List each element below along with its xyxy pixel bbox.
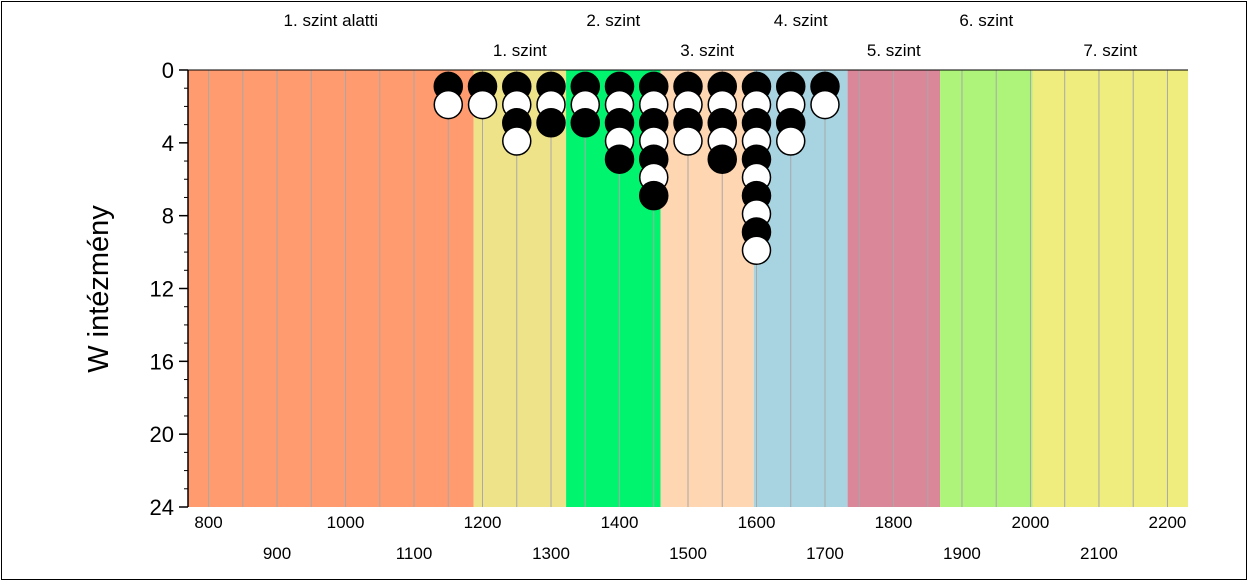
band-7 <box>940 70 1033 507</box>
y-tick-label: 4 <box>162 131 174 156</box>
x-tick-label: 2200 <box>1149 513 1187 532</box>
y-tick-label: 12 <box>150 277 174 302</box>
data-point <box>810 89 840 120</box>
data-point <box>741 235 772 266</box>
x-tick-label: 1600 <box>738 513 776 532</box>
band-label-layer: 1. szint alatti 1. szint 2. szint 3. szint 4… <box>284 11 1138 60</box>
x-tick-label: 2100 <box>1080 544 1118 563</box>
data-point <box>639 180 669 211</box>
points-layer <box>433 71 840 266</box>
grid-layer <box>208 70 1168 507</box>
y-tick-label: 20 <box>150 422 174 447</box>
data-point <box>707 144 737 174</box>
x-tick-label: 1400 <box>601 513 639 532</box>
y-tick-label: 0 <box>162 58 174 83</box>
band-1 <box>188 70 474 507</box>
data-point <box>673 126 703 156</box>
band-label-4: 3. szint <box>680 41 734 60</box>
x-tick-label: 1000 <box>327 513 365 532</box>
band-label-8: 7. szint <box>1083 41 1137 60</box>
data-point <box>467 89 498 120</box>
x-tick-label: 1100 <box>396 544 433 563</box>
band-label-2: 1. szint <box>493 41 547 60</box>
y-tick-label: 8 <box>162 204 174 229</box>
data-point <box>536 108 566 138</box>
data-point <box>570 108 601 138</box>
band-label-3: 2. szint <box>586 11 640 30</box>
x-tick-label: 800 <box>194 513 222 532</box>
x-tick-label: 1200 <box>464 513 502 532</box>
x-tick-label: 1300 <box>532 544 570 563</box>
x-tick-label: 900 <box>263 544 291 563</box>
data-point <box>604 144 635 174</box>
data-point <box>433 89 464 120</box>
x-tick-label: 1700 <box>806 544 844 563</box>
band-label-7: 6. szint <box>959 11 1013 30</box>
y-tick-label: 16 <box>150 349 174 374</box>
x-tick-label: 1500 <box>669 544 707 563</box>
axes-layer: 0 4 8 12 16 20 24 800 1000 1200 1400 1600 1800 2000 22… <box>150 58 1188 563</box>
data-point <box>502 126 532 156</box>
x-tick-label: 1900 <box>943 544 981 563</box>
band-label-5: 4. szint <box>774 11 828 30</box>
y-tick-label: 24 <box>150 495 174 520</box>
data-point <box>775 126 806 156</box>
x-tick-label: 1800 <box>875 513 913 532</box>
band-8 <box>1032 70 1188 507</box>
band-label-6: 5. szint <box>867 41 921 60</box>
y-axis-title: W intézmény <box>83 205 115 373</box>
x-tick-label: 2000 <box>1012 513 1050 532</box>
band-label-1: 1. szint alatti <box>284 11 379 30</box>
